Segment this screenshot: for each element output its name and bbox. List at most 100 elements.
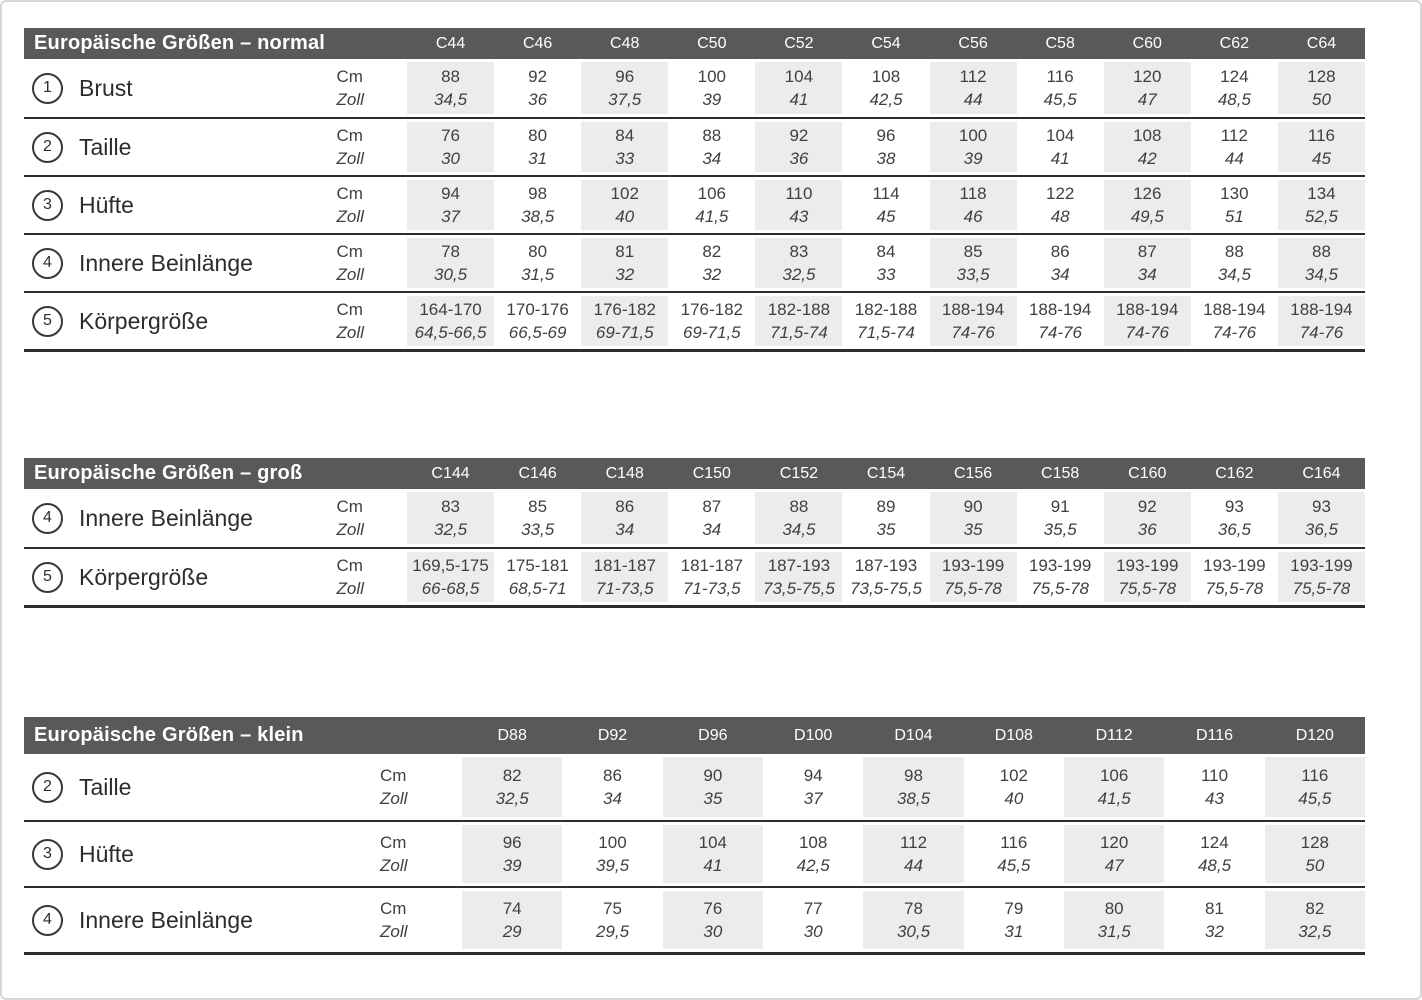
column-header: C154 [866, 464, 906, 482]
cm-value: 104 [698, 833, 728, 852]
cm-value: 116 [1000, 833, 1028, 852]
measurement-cell-values: 75 29,5 [562, 891, 662, 949]
zoll-value: 41,5 [1097, 789, 1131, 808]
measurement-cell-values: 98 38,5 [494, 180, 581, 230]
zoll-value: 48 [1050, 207, 1070, 226]
column-header: C46 [522, 34, 553, 52]
measurement-cell: 81 32 [1164, 888, 1264, 952]
column-header: C158 [1041, 464, 1080, 482]
measurement-cell: 104 41 [662, 822, 763, 886]
row-number-badge: 2 [32, 131, 63, 163]
cm-value: 106 [697, 184, 726, 203]
cm-value: 98 [528, 184, 548, 203]
cm-value: 175-181 [506, 556, 569, 575]
size-table-klein: Europäische Größen – klein D88 D92 D96 D100 D… [24, 717, 1365, 955]
table-header-bar: Europäische Größen – klein D88 D92 D96 D100 D… [24, 717, 1365, 754]
measurement-cell-values: 188-194 74-76 [1103, 296, 1191, 346]
row-number-badge: 3 [32, 838, 63, 870]
zoll-value: 37,5 [608, 90, 642, 109]
cm-value: 110 [785, 184, 813, 203]
measurement-cell-values: 92 36 [755, 122, 843, 172]
measurement-cell: 76 30 [662, 888, 763, 952]
measurement-cell: 188-194 74-76 [1017, 293, 1104, 349]
zoll-value: 38,5 [896, 789, 931, 808]
zoll-value: 35,5 [1043, 520, 1077, 539]
measurement-cell: 88 34,5 [1277, 235, 1365, 291]
table-row: 2 Taille Cm Zoll 76 30 80 31 84 33 88 34 92 36 96 38 100… [24, 117, 1365, 175]
measurement-cell-values: 102 40 [964, 757, 1064, 817]
zoll-value: 34 [615, 520, 635, 539]
measurement-cell: 91 35,5 [1017, 489, 1104, 547]
column-header: D96 [698, 726, 728, 744]
measurement-cell-values: 188-194 74-76 [1277, 296, 1365, 346]
measurement-cell: 193-199 75,5-78 [1277, 549, 1365, 605]
measurement-cell: 114 45 [842, 177, 929, 233]
measurement-cell: 84 33 [842, 235, 929, 291]
zoll-value: 66-68,5 [421, 579, 480, 598]
unit-zoll-label: Zoll [336, 520, 364, 539]
cm-value: 76 [441, 126, 460, 145]
measurement-cell: 188-194 74-76 [1103, 293, 1191, 349]
measurement-cell-values: 116 45,5 [1264, 757, 1365, 817]
measurement-cell: 78 30,5 [407, 235, 495, 291]
measurement-cell: 128 50 [1264, 822, 1365, 886]
measurement-cell: 108 42,5 [763, 822, 863, 886]
measurement-cell-values: 83 32,5 [407, 492, 495, 544]
zoll-value: 38,5 [521, 207, 555, 226]
zoll-value: 47 [1137, 90, 1157, 109]
measurement-cell-values: 188-194 74-76 [1017, 296, 1104, 346]
column-header: D92 [597, 726, 628, 744]
measurement-cell: 84 33 [581, 119, 669, 175]
measurement-cell-values: 85 33,5 [494, 492, 581, 544]
measurement-cell-values: 120 47 [1103, 62, 1191, 114]
measurement-cell: 96 39 [462, 822, 563, 886]
measurement-cell: 82 32,5 [1264, 888, 1365, 952]
measurement-cell: 80 31 [494, 119, 581, 175]
measurement-cell-values: 126 49,5 [1103, 180, 1191, 230]
measurement-cell: 98 38,5 [863, 754, 964, 820]
measurement-cell: 193-199 75,5-78 [1017, 549, 1104, 605]
measurement-cell: 90 35 [662, 754, 763, 820]
measurement-cell: 90 35 [929, 489, 1017, 547]
cm-value: 164-170 [419, 300, 482, 319]
measurement-cell-values: 81 32 [581, 238, 669, 288]
measurement-cell: 83 32,5 [755, 235, 843, 291]
zoll-value: 74-76 [1038, 323, 1082, 342]
measurement-cell-values: 82 32 [668, 238, 755, 288]
cm-value: 82 [1305, 899, 1325, 918]
cm-value: 84 [615, 126, 635, 145]
cm-value: 176-182 [593, 300, 656, 319]
zoll-value: 29,5 [595, 922, 630, 941]
measurement-cell: 96 37,5 [581, 59, 669, 117]
zoll-value: 40 [615, 207, 635, 226]
measurement-cell-values: 188-194 74-76 [1191, 296, 1278, 346]
zoll-value: 34 [1137, 265, 1157, 284]
measurement-cell: 112 44 [1191, 119, 1278, 175]
unit-zoll-label: Zoll [336, 207, 364, 226]
cm-value: 78 [904, 899, 923, 918]
size-table-normal: Europäische Größen – normal C44 C46 C48 C50 C… [24, 28, 1365, 352]
measurement-cell: 87 34 [1103, 235, 1191, 291]
unit-labels: Cm Zoll [334, 888, 462, 952]
column-header: C156 [953, 464, 993, 482]
measurement-cell: 77 30 [763, 888, 863, 952]
measurement-cell-values: 188-194 74-76 [929, 296, 1017, 346]
zoll-value: 32,5 [1298, 922, 1332, 941]
table-title: Europäische Größen – normal [34, 32, 326, 54]
cm-value: 75 [603, 899, 622, 918]
row-label: Körpergröße [79, 307, 209, 334]
size-tables-container: Europäische Größen – normal C44 C46 C48 C50 C… [2, 28, 1420, 955]
cm-value: 128 [1307, 67, 1336, 86]
measurement-cell: 110 43 [1164, 754, 1264, 820]
unit-cm-label: Cm [336, 184, 363, 203]
zoll-value: 34 [702, 520, 722, 539]
cm-value: 88 [789, 497, 809, 516]
zoll-value: 38 [876, 149, 896, 168]
cm-value: 100 [958, 126, 988, 145]
zoll-value: 45,5 [1043, 90, 1077, 109]
zoll-value: 74-76 [1299, 323, 1344, 342]
measurement-cell: 116 45,5 [1017, 59, 1104, 117]
measurement-cell-values: 93 36,5 [1277, 492, 1365, 544]
cm-value: 188-194 [941, 300, 1005, 319]
zoll-value: 74-76 [951, 323, 995, 342]
